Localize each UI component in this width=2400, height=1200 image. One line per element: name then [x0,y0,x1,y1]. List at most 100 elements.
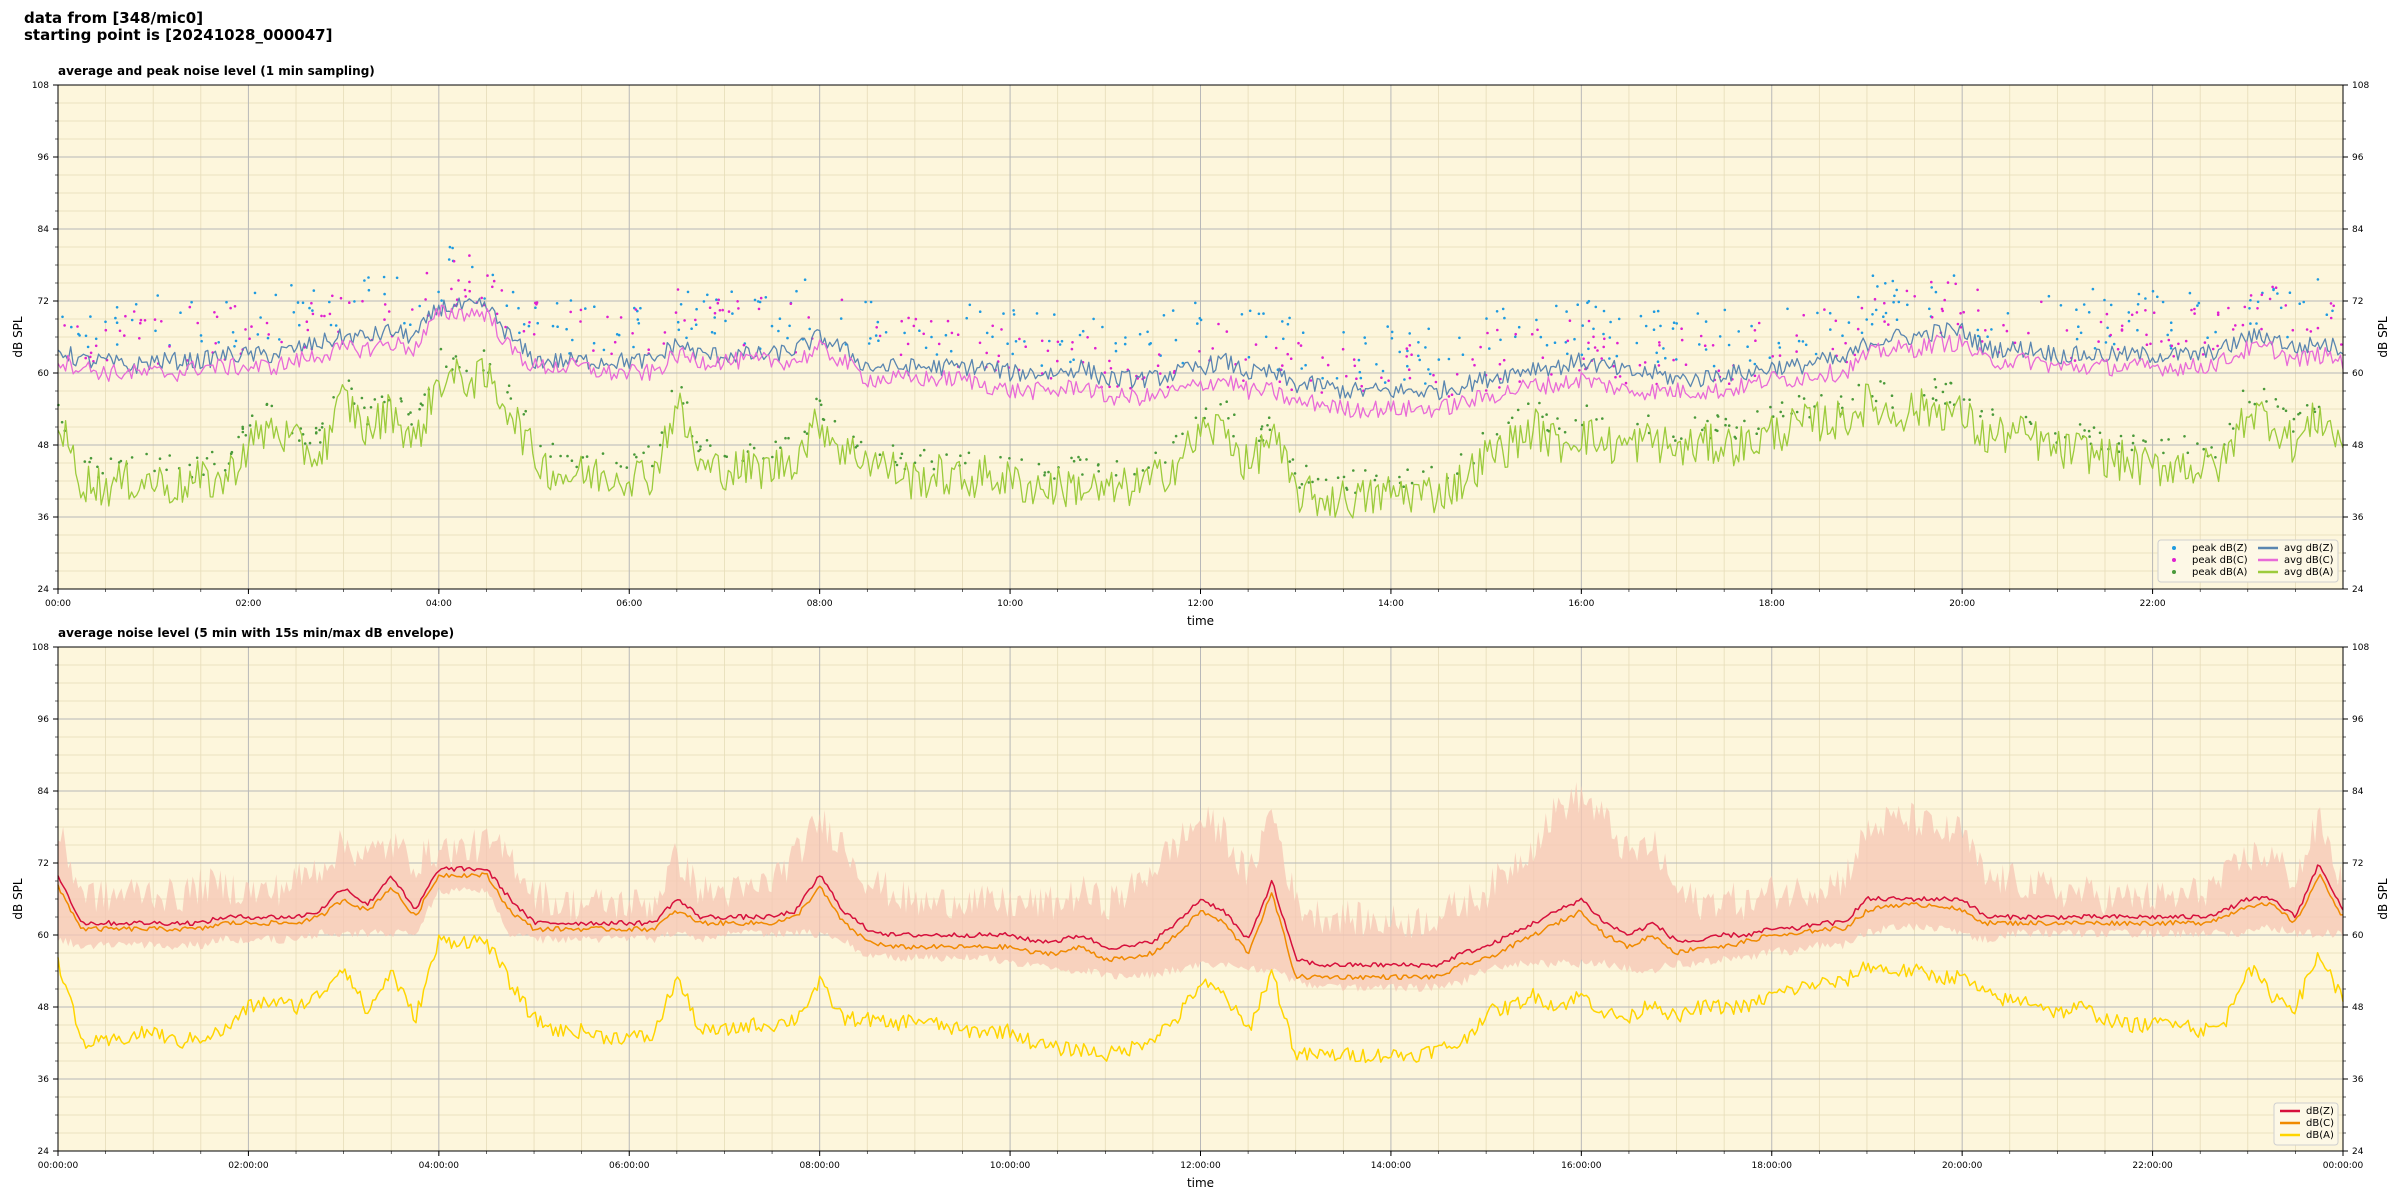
peak-point-avgdbz [1408,332,1411,335]
peak-point-avgdbz [70,325,73,329]
peak-point-avgdbc [708,306,712,310]
peak-point-avgdba [1410,481,1414,485]
series-line-dbz [57,864,2344,969]
peak-point-avgdbz [382,275,386,279]
peak-point-avgdba [2142,439,2145,442]
peak-point-avgdba [2305,404,2309,407]
peak-point-avgdba [2130,448,2134,452]
peak-point-avgdbz [713,332,717,335]
peak-point-avgdbc [1984,329,1987,332]
peak-point-avgdba [265,402,269,406]
peak-point-avgdbz [1566,352,1569,356]
peak-point-avgdbc [229,306,232,310]
peak-point-avgdbc [244,328,247,331]
peak-point-avgdba [1882,382,1886,385]
peak-point-avgdba [1601,417,1604,420]
peak-point-avgdbz [679,303,683,306]
peak-point-avgdbz [451,246,454,250]
peak-point-avgdbc [1587,319,1591,323]
peak-point-avgdbz [1060,339,1064,343]
peak-point-avgdbc [2291,328,2295,332]
peak-point-avgdba [633,453,636,456]
peak-point-avgdbz [329,323,333,327]
peak-point-avgdba [2202,447,2205,451]
peak-point-avgdbz [1381,369,1385,373]
series-lines [57,297,2344,519]
peak-point-avgdba [2167,438,2170,441]
peak-point-avgdba [1743,419,1746,423]
peak-point-avgdbz [447,258,451,261]
peak-point-avgdba [1820,394,1823,397]
peak-points [57,245,2343,495]
peak-point-avgdbz [1138,332,1142,336]
peak-point-avgdba [1364,469,1367,472]
peak-point-avgdba [2241,389,2245,393]
peak-point-avgdba [145,452,148,456]
peak-point-avgdbc [1614,375,1617,379]
peak-point-avgdbc [2193,312,2196,315]
peak-point-avgdbc [613,340,617,344]
peak-point-avgdba [248,424,252,427]
peak-point-avgdba [1078,458,1082,462]
peak-point-avgdbc [1658,341,1661,344]
peak-point-avgdba [1527,402,1530,406]
peak-point-avgdbc [875,326,878,329]
peak-point-avgdbz [753,298,757,302]
peak-point-avgdbz [1398,350,1401,354]
peak-point-avgdbc [1321,356,1324,359]
x-tick-label: 22:00:00 [2132,1161,2173,1171]
peak-point-avgdbc [528,321,531,324]
peak-point-avgdbz [1592,327,1595,331]
peak-point-avgdbz [367,288,371,292]
peak-point-avgdbc [1977,309,1980,312]
peak-point-avgdbc [2216,313,2220,317]
y-tick-label-right: 36 [2352,1075,2364,1085]
peak-point-avgdbz [383,292,386,296]
peak-point-avgdba [1545,413,1548,416]
peak-point-avgdba [2298,411,2302,415]
envelope-area [58,782,2343,992]
x-tick-label: 14:00:00 [1371,1161,1412,1171]
peak-point-avgdba [1406,468,1409,472]
peak-point-avgdbc [1242,379,1245,383]
peak-point-avgdbz [869,337,872,340]
peak-point-avgdba [1733,435,1737,439]
peak-point-avgdbz [1014,340,1018,343]
peak-point-avgdba [2186,451,2190,455]
peak-point-avgdbz [334,324,338,327]
peak-point-avgdbc [606,315,609,319]
peak-point-avgdbz [2079,331,2083,335]
peak-point-avgdba [2210,446,2213,449]
peak-point-avgdbz [1058,343,1062,346]
peak-point-avgdbc [94,344,98,348]
peak-point-avgdba [1430,465,1433,469]
peak-point-avgdbc [1943,298,1946,302]
peak-point-avgdba [1979,415,1982,418]
peak-point-avgdbc [737,307,740,310]
peak-point-avgdbz [965,316,968,320]
peak-point-avgdbz [2144,297,2147,300]
y-tick-label-right: 108 [2352,81,2369,91]
peak-point-avgdba [856,444,859,448]
peak-point-avgdba [725,455,728,459]
peak-point-avgdbz [1644,324,1648,328]
y-tick-label-right: 48 [2352,441,2364,451]
peak-point-avgdbz [1501,307,1505,311]
peak-point-avgdbc [323,314,326,318]
peak-point-avgdba [1755,432,1758,436]
peak-point-avgdba [109,457,113,461]
peak-point-avgdbz [1517,325,1521,329]
peak-point-avgdba [1674,439,1677,442]
peak-point-avgdbc [1274,346,1278,350]
y-tick-label-right: 60 [2352,931,2364,941]
peak-point-avgdba [205,457,209,460]
peak-point-avgdbz [1860,331,1864,335]
peak-point-avgdba [2253,402,2257,406]
peak-point-avgdba [1305,464,1308,468]
peak-point-avgdba [1373,478,1377,482]
x-tick-label: 16:00:00 [1561,1161,1602,1171]
peak-point-avgdba [1756,410,1759,413]
peak-point-avgdbc [1254,343,1258,346]
peak-point-avgdba [2117,442,2121,445]
peak-point-avgdba [439,347,443,351]
